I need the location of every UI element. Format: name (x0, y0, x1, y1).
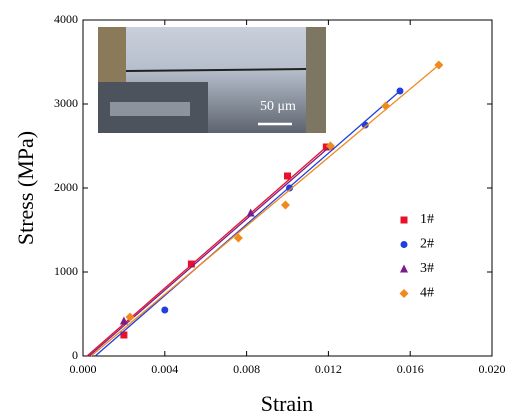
y-tick-label: 2000 (54, 180, 78, 194)
marker (322, 143, 330, 151)
marker (284, 172, 291, 180)
marker (286, 184, 294, 192)
marker (434, 60, 444, 70)
y-tick-label: 0 (72, 348, 78, 362)
legend-marker (400, 216, 408, 224)
legend-label: 1# (420, 212, 434, 227)
y-tick-label: 4000 (54, 12, 78, 26)
legend-marker (400, 264, 408, 273)
legend-marker (400, 241, 408, 248)
y-axis-label: Stress (MPa) (13, 131, 38, 245)
legend-label: 4# (420, 286, 434, 301)
x-tick-label: 0.004 (151, 362, 178, 376)
marker (361, 121, 369, 129)
x-tick-label: 0.020 (479, 362, 506, 376)
marker (396, 87, 404, 95)
marker (325, 141, 335, 151)
legend-marker (399, 289, 409, 298)
x-tick-label: 0.016 (397, 362, 424, 376)
x-tick-label: 0.008 (233, 362, 260, 376)
legend-label: 2# (420, 237, 434, 252)
x-axis-label: Strain (261, 391, 314, 416)
inset-photo: 50 μm (98, 27, 326, 133)
marker (187, 260, 195, 268)
x-tick-label: 0.012 (315, 362, 342, 376)
marker (119, 316, 128, 325)
marker (161, 306, 169, 314)
x-tick-label: 0.000 (70, 362, 97, 376)
y-tick-label: 1000 (54, 264, 78, 278)
legend-label: 3# (420, 261, 434, 276)
fit-line (90, 64, 440, 357)
y-tick-label: 3000 (54, 96, 78, 110)
marker (233, 233, 243, 243)
marker (381, 101, 391, 111)
fit-line (94, 90, 401, 357)
marker (280, 200, 290, 210)
fit-line (88, 145, 331, 357)
marker (120, 331, 128, 339)
fit-line (86, 146, 327, 357)
inset-label: 50 μm (260, 99, 296, 114)
marker (246, 208, 255, 217)
marker (125, 312, 135, 322)
